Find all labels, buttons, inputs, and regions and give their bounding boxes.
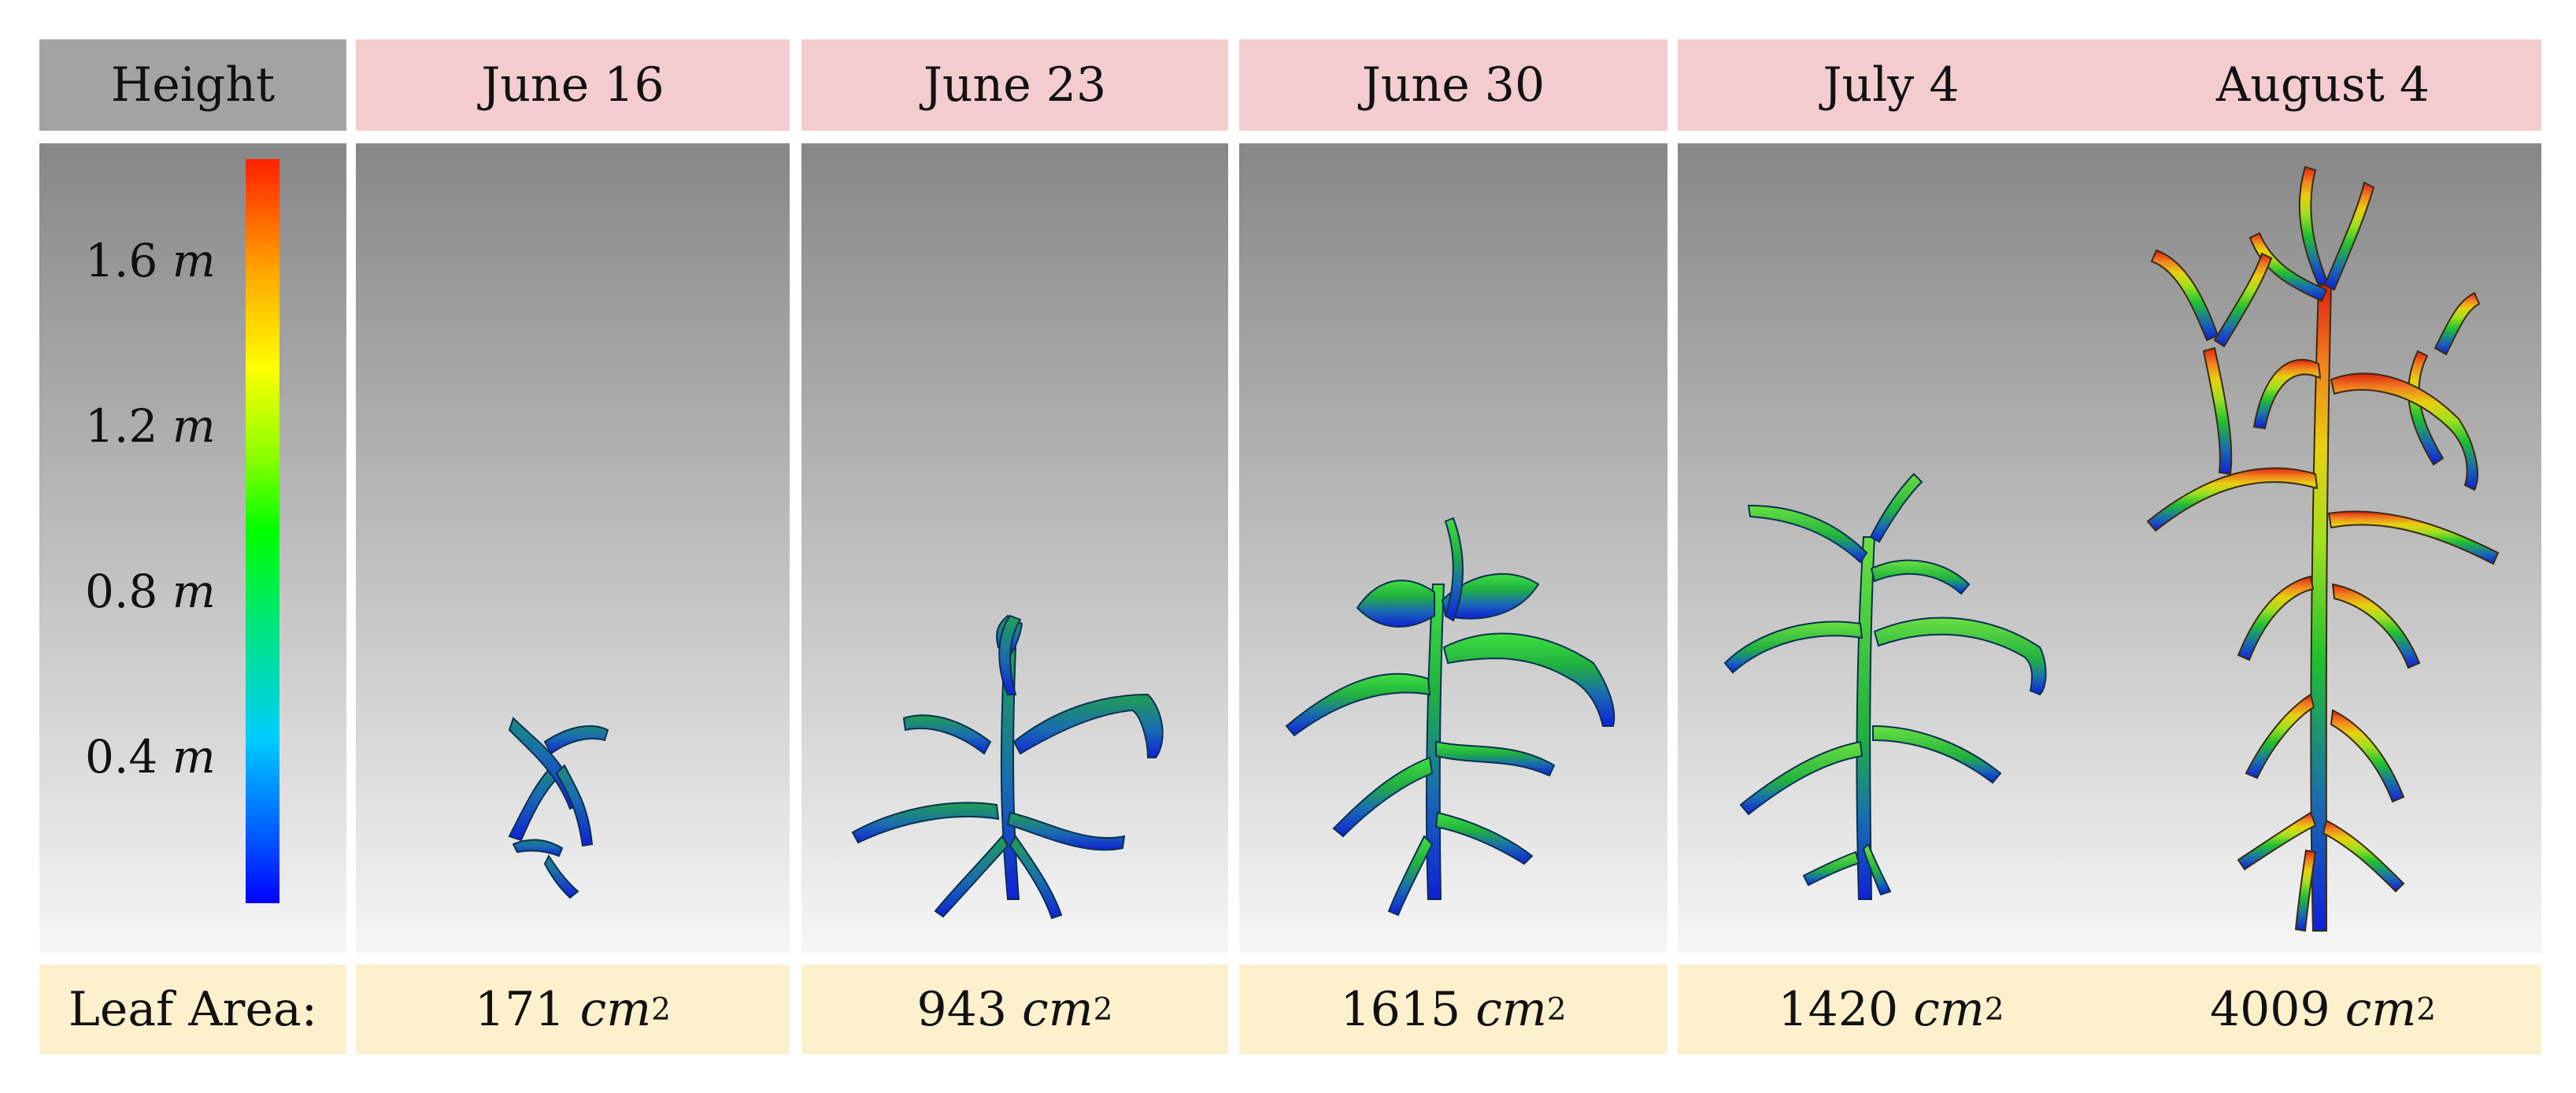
date-label-3: June 30 xyxy=(1361,57,1545,113)
leaf-area-unit-1: cm xyxy=(579,982,652,1037)
legend-tick-4-unit: m xyxy=(172,730,216,784)
legend-tick-1-unit: m xyxy=(172,234,216,287)
leaf-area-unit-5: cm xyxy=(2345,982,2417,1037)
plant-panel-1 xyxy=(356,143,790,953)
date-label-5: August 4 xyxy=(2215,57,2430,113)
date-header-2: June 23 xyxy=(801,39,1228,131)
date-label-1: June 16 xyxy=(481,57,664,113)
plant-panel-5 xyxy=(2104,143,2541,953)
leaf-area-value-4: 1420 xyxy=(1778,982,1899,1037)
plant-2-image xyxy=(851,614,1164,920)
plant-3-image xyxy=(1285,517,1616,917)
legend-tick-3: 0.8 m xyxy=(85,569,242,614)
leaf-area-cell-3: 1615 cm 2 xyxy=(1239,965,1667,1054)
leaf-area-exp-4: 2 xyxy=(1984,991,2004,1028)
leaf-area-unit-3: cm xyxy=(1475,982,1547,1037)
legend-tick-3-unit: m xyxy=(172,565,216,618)
plant-panel-3 xyxy=(1239,143,1667,953)
plant-5-image xyxy=(2146,165,2500,932)
date-header-3: June 30 xyxy=(1239,39,1667,131)
leaf-area-value-3: 1615 xyxy=(1340,982,1461,1037)
leaf-area-cell-1: 171 cm 2 xyxy=(356,965,790,1054)
plant-panel-4 xyxy=(1678,143,2104,953)
legend-tick-2-value: 1.2 xyxy=(85,399,158,453)
date-label-2: June 23 xyxy=(923,57,1107,113)
date-label-4: July 4 xyxy=(1823,57,1960,113)
leaf-area-value-5: 4009 xyxy=(2209,982,2330,1037)
legend-tick-3-value: 0.8 xyxy=(85,565,158,618)
date-header-1: June 16 xyxy=(356,39,790,131)
legend-panel xyxy=(39,143,346,953)
plant-panel-2 xyxy=(801,143,1228,953)
leaf-area-cell-5: 4009 cm 2 xyxy=(2104,965,2541,1054)
legend-tick-4: 0.4 m xyxy=(85,734,242,780)
height-header-label: Height xyxy=(110,57,276,113)
leaf-area-exp-2: 2 xyxy=(1093,991,1113,1028)
leaf-area-unit-4: cm xyxy=(1913,982,1985,1037)
leaf-area-value-1: 171 xyxy=(475,982,565,1037)
height-legend: 1.6 m 1.2 m 0.8 m 0.4 m xyxy=(39,143,346,953)
leaf-area-label: Leaf Area: xyxy=(68,982,317,1037)
legend-tick-2: 1.2 m xyxy=(85,403,242,449)
leaf-area-cell-4: 1420 cm 2 xyxy=(1678,965,2104,1054)
date-header-4: July 4 xyxy=(1678,39,2104,131)
height-header: Height xyxy=(39,39,346,131)
leaf-area-unit-2: cm xyxy=(1022,982,1094,1037)
leaf-area-cell-2: 943 cm 2 xyxy=(801,965,1228,1054)
height-colorbar xyxy=(246,159,279,903)
legend-tick-1: 1.6 m xyxy=(85,238,242,283)
leaf-area-value-2: 943 xyxy=(916,982,1008,1037)
legend-tick-4-value: 0.4 xyxy=(85,730,158,784)
leaf-area-exp-3: 2 xyxy=(1546,991,1567,1028)
legend-tick-1-value: 1.6 xyxy=(85,234,158,287)
leaf-area-exp-1: 2 xyxy=(651,991,671,1028)
plant-1-image xyxy=(508,717,609,899)
leaf-area-exp-5: 2 xyxy=(2416,991,2437,1028)
legend-tick-2-unit: m xyxy=(172,399,216,453)
date-header-5: August 4 xyxy=(2104,39,2541,131)
plant-4-image xyxy=(1723,472,2047,900)
leaf-area-label-cell: Leaf Area: xyxy=(39,965,346,1054)
